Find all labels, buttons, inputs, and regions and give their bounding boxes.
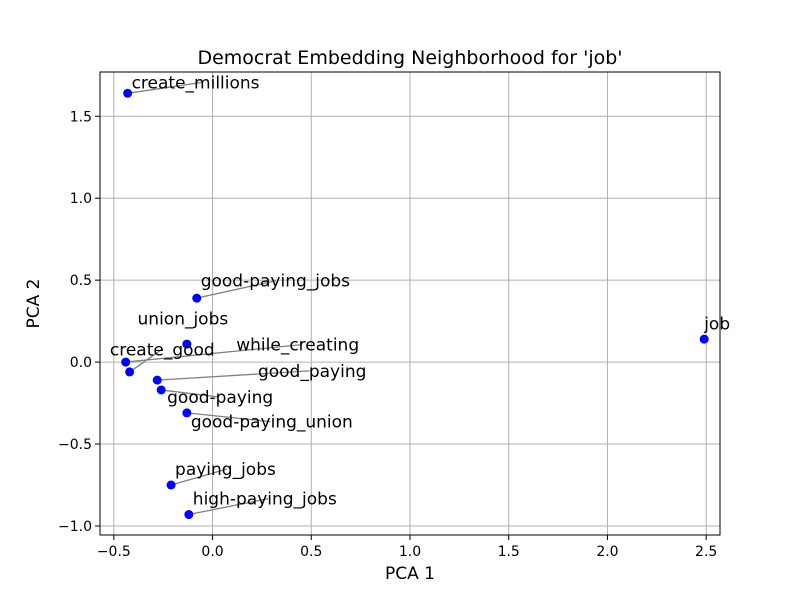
- data-point: [182, 339, 192, 349]
- chart-title: Democrat Embedding Neighborhood for 'job…: [197, 47, 622, 69]
- leader-line: [170, 468, 227, 486]
- data-point: [192, 293, 202, 303]
- data-points: [121, 88, 709, 520]
- data-point: [152, 375, 162, 385]
- data-point: [156, 385, 166, 395]
- data-point: [123, 88, 133, 98]
- y-tick-label: −1.0: [58, 519, 92, 535]
- y-tick-label: 0.0: [70, 355, 92, 371]
- data-point: [121, 357, 131, 367]
- point-labels: create_millions good-paying_jobs union_job…: [110, 73, 730, 509]
- point-label: create_millions: [132, 73, 260, 93]
- y-axis-label: PCA 2: [24, 279, 44, 329]
- leader-line: [157, 370, 310, 381]
- grid-lines: [100, 72, 720, 535]
- leader-line: [186, 412, 271, 423]
- x-tick-label: 1.5: [498, 544, 520, 560]
- x-tick-label: 0.5: [300, 544, 322, 560]
- x-tick-label: 2.5: [695, 544, 717, 560]
- point-label: good-paying_union: [191, 413, 353, 433]
- leader-line: [196, 280, 277, 299]
- data-point: [184, 510, 194, 520]
- data-point: [166, 480, 176, 490]
- point-label: paying_jobs: [175, 460, 276, 480]
- y-tick-label: 1.5: [70, 109, 92, 125]
- point-label: good_paying: [258, 362, 366, 382]
- point-label: good-paying: [167, 388, 273, 408]
- x-tick-label: −0.5: [97, 544, 131, 560]
- x-tick-label: 0.0: [201, 544, 223, 560]
- leader-line: [188, 498, 269, 516]
- point-label: good-paying_jobs: [201, 272, 350, 292]
- axis-ticks: −0.5 0.0 0.5 1.0 1.5 2.0 2.5 −1.0 −0.5 0.0 0.5 1.0 1…: [58, 109, 717, 560]
- x-tick-label: 2.0: [596, 544, 618, 560]
- data-point: [125, 367, 135, 377]
- y-tick-label: −0.5: [58, 437, 92, 453]
- leader-line: [125, 343, 303, 363]
- leader-line: [127, 81, 203, 94]
- y-tick-label: 0.5: [70, 273, 92, 289]
- y-tick-label: 1.0: [70, 191, 92, 207]
- point-label: while_creating: [236, 336, 359, 356]
- data-point: [699, 334, 709, 344]
- label-leader-lines: [125, 81, 310, 516]
- leader-line: [161, 389, 219, 398]
- point-label: union_jobs: [138, 309, 229, 329]
- data-point: [182, 408, 192, 418]
- point-label: job: [703, 314, 730, 334]
- x-axis-label: PCA 1: [385, 564, 435, 584]
- point-label: high-paying_jobs: [193, 490, 337, 510]
- leader-line: [129, 349, 162, 373]
- x-tick-label: 1.0: [399, 544, 421, 560]
- point-label: create_good: [110, 341, 215, 361]
